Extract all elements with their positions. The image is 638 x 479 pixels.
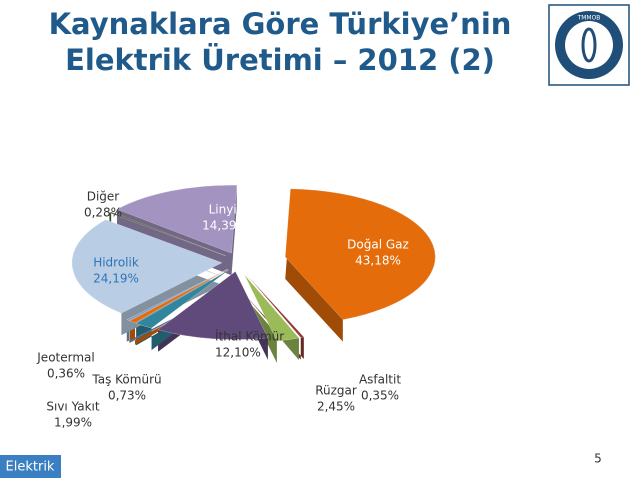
slice-label: Taş Kömürü xyxy=(91,373,161,387)
tag-text: Elektrik xyxy=(6,460,55,475)
slice-label: Jeotermal xyxy=(36,351,94,365)
slice-label: Linyit xyxy=(209,203,242,217)
value-label: 0,28% xyxy=(84,206,122,220)
slice xyxy=(129,269,228,324)
value-label: 24,19% xyxy=(93,272,139,286)
page-number: 5 xyxy=(594,452,602,466)
logo-text: TMMOB xyxy=(577,15,601,22)
slice xyxy=(284,188,436,320)
value-label: 43,18% xyxy=(355,254,401,268)
value-label: 2,45% xyxy=(317,400,355,414)
slice xyxy=(157,271,269,340)
value-label: 0,36% xyxy=(47,367,85,381)
logo-mark xyxy=(581,27,597,63)
labels: Doğal Gaz 43,18% Asfaltit 0,35% Rüzgar 2,45% İ… xyxy=(36,190,409,430)
pie xyxy=(71,185,436,364)
slice xyxy=(246,274,305,338)
slice xyxy=(116,185,238,254)
slide-title: Kaynaklara Göre Türkiye’nin Elektrik Üre… xyxy=(48,7,512,77)
slice xyxy=(126,268,228,321)
slice xyxy=(71,219,223,314)
slice-label: Asfaltit xyxy=(359,373,401,387)
value-label: 0,73% xyxy=(108,389,146,403)
slice-label: Sıvı Yakıt xyxy=(46,400,100,414)
value-label: 1,99% xyxy=(54,416,92,430)
slice-label: İthal Kömür xyxy=(215,329,284,344)
slice-label: Diğer xyxy=(87,190,120,204)
value-label: 14,39% xyxy=(202,219,248,233)
value-label: 0,35% xyxy=(361,389,399,403)
slice-label: Rüzgar xyxy=(315,384,357,398)
value-label: 12,10% xyxy=(215,346,261,360)
slice-label: Hidrolik xyxy=(93,256,139,270)
slice xyxy=(244,274,300,342)
slice xyxy=(135,269,230,329)
slice xyxy=(108,211,226,257)
slice-label: Doğal Gaz xyxy=(347,238,409,252)
tag-badge xyxy=(0,455,61,478)
logo-inner xyxy=(565,21,613,69)
